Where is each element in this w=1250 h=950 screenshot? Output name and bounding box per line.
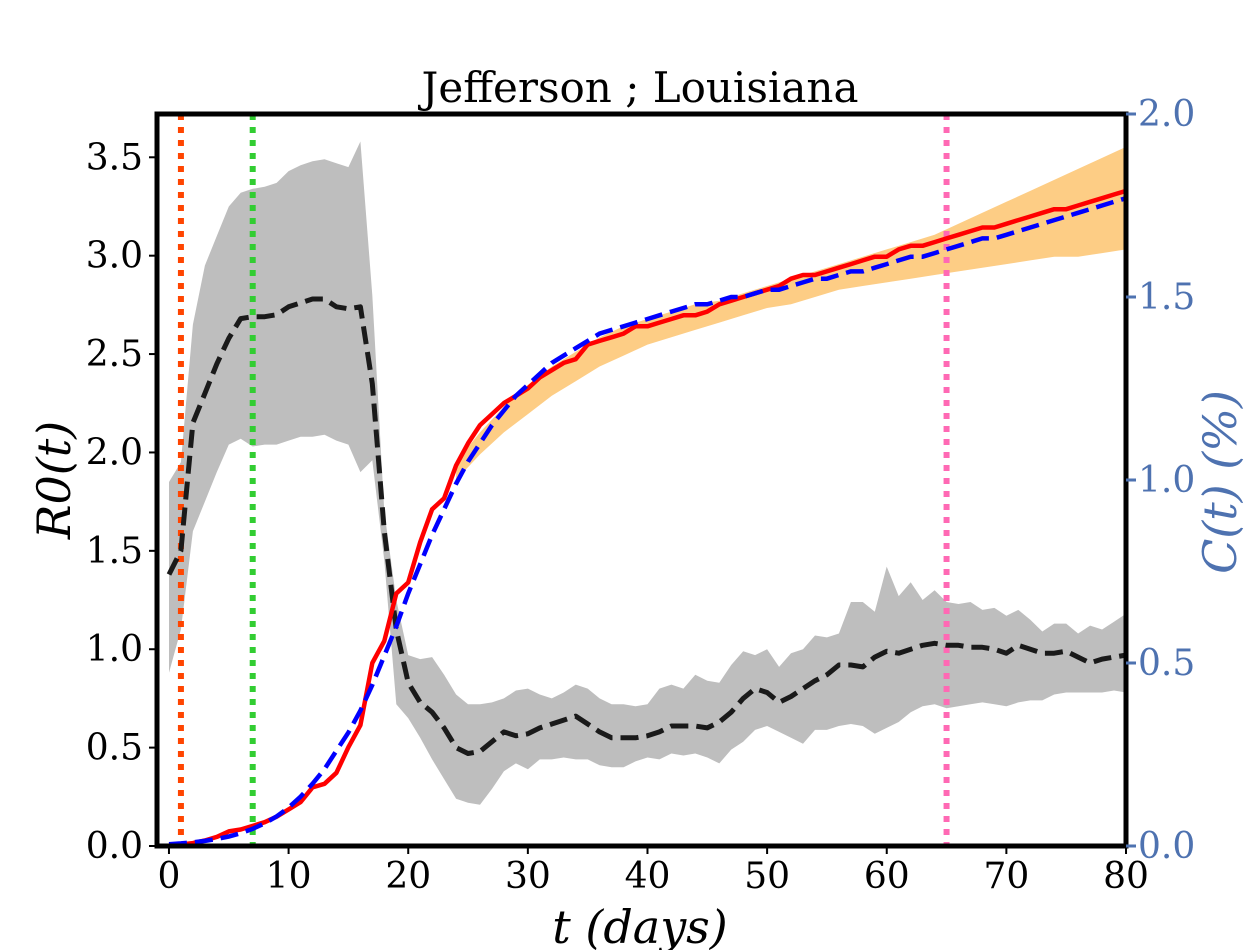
x-axis-label: t (days) [552,900,727,950]
x-tick-label: 80 [1103,856,1149,897]
y-right-tick-label: 0.0 [1138,826,1195,867]
y-left-tick-label: 0.0 [86,826,143,867]
y-right-tick-label: 2.0 [1138,94,1195,135]
x-tick-label: 70 [983,856,1029,897]
plot-area [166,114,1126,846]
chart-title: Jefferson ; Louisiana [418,63,859,112]
infected-model-line [168,196,1126,846]
y-left-tick-label: 2.5 [86,334,143,375]
x-tick-label: 60 [864,856,910,897]
y-axis-left-label: R0(t) [27,421,81,540]
y-right-tick-label: 0.5 [1138,643,1195,684]
y-left-tick-label: 1.5 [86,531,143,572]
x-tick-label: 50 [744,856,790,897]
y-left-tick-label: 0.5 [86,728,143,769]
infection-band [456,146,1126,480]
x-tick-label: 40 [625,856,671,897]
r0-line [166,296,1126,756]
x-tick-label: 30 [505,856,551,897]
x-tick-label: 20 [385,856,431,897]
y-left-tick-label: 2.0 [86,432,143,473]
y-left-tick-label: 3.0 [86,236,143,277]
y-left-tick-label: 3.5 [86,137,143,178]
x-tick-label: 10 [266,856,312,897]
x-tick-label: 0 [158,856,181,897]
infected-observed-line [168,188,1126,846]
plot-content [166,114,1126,846]
y-left-tick-label: 1.0 [86,629,143,670]
y-axis-right-label: C(t) (%) [1193,390,1247,574]
r0-confidence-band [169,141,1126,805]
y-right-tick-label: 1.5 [1138,277,1195,318]
axes: 0 10 20 30 40 50 60 70 800.00.51.01.52.02.53.03.… [86,94,1196,897]
y-right-tick-label: 1.0 [1138,460,1195,501]
